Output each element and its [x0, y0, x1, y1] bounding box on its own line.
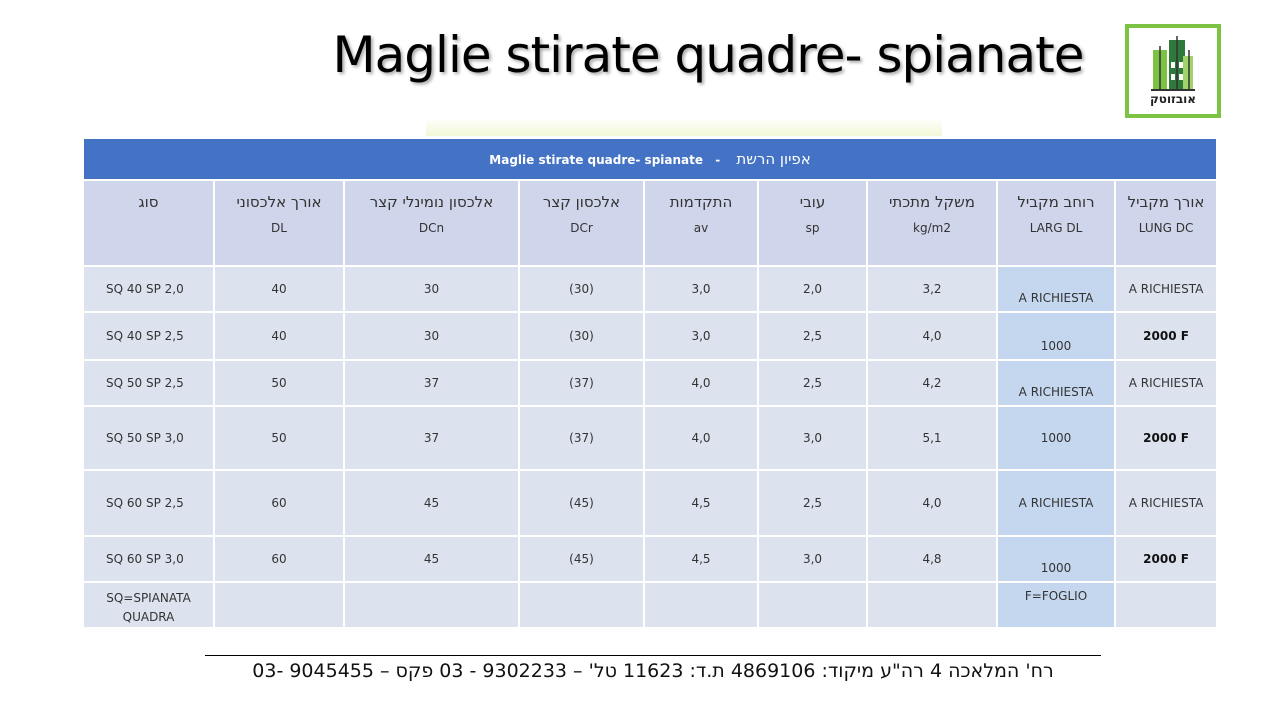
- empty-cell: [518, 581, 645, 629]
- cell-weight: 4,2: [866, 359, 998, 407]
- empty-cell: [866, 581, 998, 629]
- cell-width: A RICHIESTA: [996, 469, 1116, 537]
- building-logo-icon: [1151, 36, 1195, 91]
- table-row: SQ 40 SP 2,5 40 30 (30) 3,0 2,5 4,0 1000…: [82, 311, 1219, 361]
- cell-dcr: (45): [518, 535, 645, 583]
- header-nominal-short-diagonal: אלכסון נומינלי קצר DCn: [343, 179, 520, 267]
- cell-dcn: 37: [343, 405, 520, 471]
- cell-dcn: 37: [343, 359, 520, 407]
- cell-width: 1000: [996, 311, 1116, 361]
- cell-type: SQ 50 SP 2,5: [82, 359, 215, 407]
- decorative-strip: [426, 118, 942, 136]
- cell-sp: 2,5: [757, 311, 868, 361]
- table-row: SQ 50 SP 3,0 50 37 (37) 4,0 3,0 5,1 1000…: [82, 405, 1219, 471]
- cell-av: 4,5: [643, 535, 759, 583]
- cell-width: A RICHIESTA: [996, 359, 1116, 407]
- cell-av: 4,5: [643, 469, 759, 537]
- header-metal-weight: משקל מתכתי kg/m2: [866, 179, 998, 267]
- cell-av: 4,0: [643, 405, 759, 471]
- width-note: F=FOGLIO: [996, 581, 1116, 629]
- table-row: SQ 60 SP 2,5 60 45 (45) 4,5 2,5 4,0 A RI…: [82, 469, 1219, 537]
- header-short-diagonal: אלכסון קצר DCr: [518, 179, 645, 267]
- cell-weight: 4,8: [866, 535, 998, 583]
- empty-cell: [343, 581, 520, 629]
- cell-sp: 2,5: [757, 359, 868, 407]
- spec-table: Maglie stirate quadre- spianate - אפיון …: [81, 137, 1219, 629]
- empty-cell: [757, 581, 868, 629]
- logo-text: אובזוטק: [1149, 92, 1197, 106]
- cell-width: 1000: [996, 405, 1116, 471]
- cell-weight: 4,0: [866, 469, 998, 537]
- cell-type: SQ 50 SP 3,0: [82, 405, 215, 471]
- cell-width: 1000: [996, 535, 1116, 583]
- page-title: Maglie stirate quadre- spianate: [332, 26, 1085, 84]
- header-parallel-length: אורך מקביל LUNG DC: [1113, 179, 1219, 267]
- cell-dl: 60: [213, 469, 345, 537]
- cell-av: 3,0: [643, 265, 759, 313]
- empty-cell: [643, 581, 759, 629]
- cell-dcn: 30: [343, 265, 520, 313]
- cell-dcn: 30: [343, 311, 520, 361]
- cell-dl: 60: [213, 535, 345, 583]
- cell-dcr: (37): [518, 405, 645, 471]
- cell-av: 4,0: [643, 359, 759, 407]
- footer-divider: [205, 655, 1101, 656]
- cell-type: SQ 60 SP 3,0: [82, 535, 215, 583]
- cell-weight: 5,1: [866, 405, 998, 471]
- cell-type: SQ 40 SP 2,5: [82, 311, 215, 361]
- cell-dcr: (30): [518, 311, 645, 361]
- header-advance: התקדמות av: [643, 179, 759, 267]
- cell-dcr: (37): [518, 359, 645, 407]
- cell-length: 2000 F: [1113, 405, 1219, 471]
- cell-length: A RICHIESTA: [1113, 359, 1219, 407]
- footer-address: רח' המלאכה 4 רה"ע מיקוד: 4869106 ת.ד: 11…: [252, 660, 1054, 682]
- cell-sp: 3,0: [757, 405, 868, 471]
- table-banner: Maglie stirate quadre- spianate - אפיון …: [81, 137, 1219, 181]
- cell-dl: 40: [213, 311, 345, 361]
- cell-sp: 2,0: [757, 265, 868, 313]
- cell-dl: 40: [213, 265, 345, 313]
- cell-dcn: 45: [343, 535, 520, 583]
- notes-row: SQ=SPIANATA QUADRA F=FOGLIO: [82, 581, 1219, 629]
- cell-weight: 4,0: [866, 311, 998, 361]
- cell-sp: 2,5: [757, 469, 868, 537]
- cell-dcr: (45): [518, 469, 645, 537]
- table-row: SQ 50 SP 2,5 50 37 (37) 4,0 2,5 4,2 A RI…: [82, 359, 1219, 407]
- type-note: SQ=SPIANATA QUADRA: [82, 581, 215, 629]
- cell-dl: 50: [213, 359, 345, 407]
- header-diagonal-length: אורך אלכסוני DL: [213, 179, 345, 267]
- cell-length: 2000 F: [1113, 535, 1219, 583]
- header-thickness: עובי sp: [757, 179, 868, 267]
- cell-sp: 3,0: [757, 535, 868, 583]
- cell-type: SQ 40 SP 2,0: [82, 265, 215, 313]
- cell-dcn: 45: [343, 469, 520, 537]
- header-parallel-width: רוחב מקביל LARG DL: [996, 179, 1116, 267]
- header-row: סוג אורך אלכסוני DL אלכסון נומינלי קצר DCn…: [82, 179, 1219, 267]
- company-logo: אובזוטק: [1125, 24, 1221, 118]
- cell-length: A RICHIESTA: [1113, 469, 1219, 537]
- cell-width: A RICHIESTA: [996, 265, 1116, 313]
- banner-separator: -: [715, 153, 721, 167]
- cell-dcr: (30): [518, 265, 645, 313]
- empty-cell: [1113, 581, 1219, 629]
- banner-latin: Maglie stirate quadre- spianate: [489, 153, 704, 167]
- cell-length: 2000 F: [1113, 311, 1219, 361]
- cell-length: A RICHIESTA: [1113, 265, 1219, 313]
- cell-dl: 50: [213, 405, 345, 471]
- banner-hebrew: אפיון הרשת: [736, 150, 811, 168]
- cell-weight: 3,2: [866, 265, 998, 313]
- empty-cell: [213, 581, 345, 629]
- header-type: סוג: [82, 179, 215, 267]
- table-row: SQ 60 SP 3,0 60 45 (45) 4,5 3,0 4,8 1000…: [82, 535, 1219, 583]
- table-row: SQ 40 SP 2,0 40 30 (30) 3,0 2,0 3,2 A RI…: [82, 265, 1219, 313]
- cell-type: SQ 60 SP 2,5: [82, 469, 215, 537]
- cell-av: 3,0: [643, 311, 759, 361]
